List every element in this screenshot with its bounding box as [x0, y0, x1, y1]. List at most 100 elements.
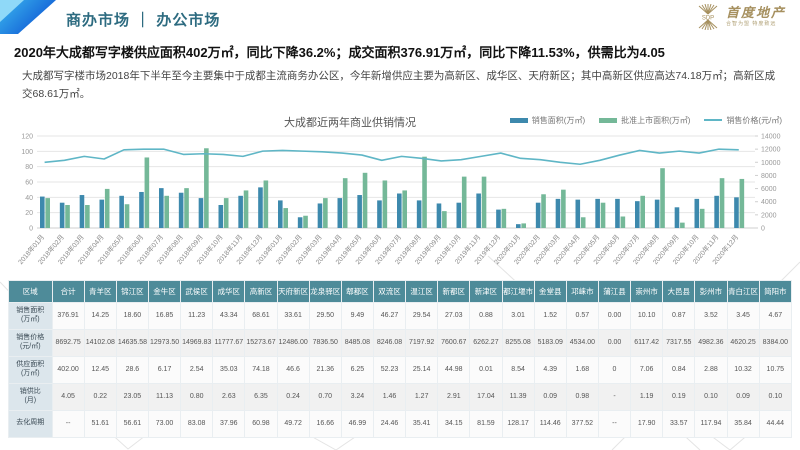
- table-cell: 7317.55: [662, 328, 696, 357]
- table-cell: 6117.42: [630, 328, 664, 357]
- table-cell: 10.10: [630, 301, 664, 330]
- district-data-table: 区域 合计 青羊区 锦江区 金牛区 武侯区 成华区 高新区 天府新区 龙泉驿区 郫都区 双流区 温江区新…: [8, 279, 793, 438]
- svg-text:0: 0: [29, 225, 33, 232]
- table-cell: 402.00: [51, 355, 85, 384]
- table-cell: 10.32: [726, 355, 760, 384]
- table-cell: 8255.08: [501, 328, 535, 357]
- table-cell: 4620.25: [726, 328, 760, 357]
- table-cell: 14102.08: [83, 328, 117, 357]
- table-cell: 46.99: [340, 409, 374, 438]
- table-cell: --: [597, 409, 632, 438]
- table-cell: 7836.50: [308, 328, 342, 357]
- table-cell: 49.72: [276, 409, 310, 438]
- table-cell: 2.88: [694, 355, 728, 384]
- table-cell: 16.85: [147, 301, 182, 330]
- svg-text:14000: 14000: [761, 133, 781, 140]
- table-cell: 0.84: [662, 355, 696, 384]
- table-column-header: 龙泉驿区: [308, 279, 342, 303]
- table-column-header: 新都区: [437, 279, 471, 303]
- table-cell: 117.94: [694, 409, 728, 438]
- table-cell: 0.01: [469, 355, 503, 384]
- table-cell: 0.00: [597, 328, 632, 357]
- table-cell: 9.49: [340, 301, 374, 330]
- legend-swatch: [704, 119, 723, 122]
- table-cell: 44.98: [437, 355, 471, 384]
- table-cell: 7.06: [630, 355, 664, 384]
- table-cell: 4.05: [51, 382, 85, 411]
- table-cell: 14969.83: [180, 328, 214, 357]
- logo-sunburst-icon: SDP: [698, 4, 718, 30]
- table-column-header: 金牛区: [147, 279, 182, 303]
- table-cell: 35.03: [212, 355, 246, 384]
- table-column-header: 双流区: [372, 279, 407, 303]
- table-cell: 4982.36: [694, 328, 728, 357]
- supply-sales-chart-block: 大成都近两年商业供销情况 销售面积(万㎡) 批准上市面积(万㎡) 销售价格(元/㎡)…: [0, 112, 800, 278]
- svg-text:20: 20: [25, 210, 33, 217]
- table-cell: 0.24: [276, 382, 310, 411]
- table-cell: 377.52: [565, 409, 599, 438]
- table-row-label: 去化周期: [8, 409, 53, 438]
- table-cell: 2.54: [180, 355, 214, 384]
- table-cell: 18.60: [115, 301, 149, 330]
- table-cell: 0.09: [726, 382, 760, 411]
- table-cell: 11.39: [501, 382, 535, 411]
- table-cell: 0.10: [694, 382, 728, 411]
- table-column-header: 简阳市: [758, 279, 793, 303]
- svg-text:120: 120: [21, 133, 33, 140]
- table-cell: 3.45: [726, 301, 760, 330]
- table-cell: 0.00: [597, 301, 632, 330]
- table-cell: 7600.67: [437, 328, 471, 357]
- legend-swatch: [599, 117, 618, 123]
- district-table-wrap: 区域 合计 青羊区 锦江区 金牛区 武侯区 成华区 高新区 天府新区 龙泉驿区 郫都区 双流区 温江区新…: [8, 279, 793, 438]
- table-cell: 29.50: [308, 301, 342, 330]
- table-cell: 6.35: [244, 382, 278, 411]
- svg-text:8000: 8000: [761, 173, 777, 180]
- table-column-header: 高新区: [244, 279, 278, 303]
- table-column-header: 崇州市: [630, 279, 664, 303]
- table-cell: 0.19: [662, 382, 696, 411]
- table-cell: 7197.92: [405, 328, 439, 357]
- table-cell: 0.70: [308, 382, 342, 411]
- table-column-header: 温江区: [405, 279, 439, 303]
- table-cell: 0.87: [662, 301, 696, 330]
- legend-swatch: [509, 117, 528, 123]
- legend-item: 批准上市面积(万㎡): [599, 115, 690, 126]
- svg-text:100: 100: [21, 149, 33, 156]
- table-column-header: 天府新区: [276, 279, 310, 303]
- table-cell: 1.19: [630, 382, 664, 411]
- table-cell: 11.23: [180, 301, 214, 330]
- chart-legend: 销售面积(万㎡) 批准上市面积(万㎡) 销售价格(元/㎡): [509, 115, 782, 126]
- table-cell: 17.90: [630, 409, 664, 438]
- legend-item: 销售面积(万㎡): [509, 115, 585, 126]
- table-cell: 46.27: [372, 301, 407, 330]
- table-cell: 25.14: [405, 355, 439, 384]
- svg-text:12000: 12000: [761, 146, 781, 153]
- table-cell: 56.61: [115, 409, 149, 438]
- table-cell: 46.6: [276, 355, 310, 384]
- table-column-header: 都江堰市: [501, 279, 535, 303]
- table-column-header: 青羊区: [83, 279, 117, 303]
- table-cell: 6.25: [340, 355, 374, 384]
- svg-text:2000: 2000: [761, 212, 777, 219]
- table-cell: 114.46: [533, 409, 567, 438]
- table-cell: -: [597, 382, 632, 411]
- logo-name: 首度地产: [725, 5, 786, 21]
- table-row: 供应面积 (万㎡) 402.00 12.45 28.6 6.17 2.54 35.03 74.1…: [8, 355, 793, 384]
- table-cell: 0: [597, 355, 632, 384]
- table-cell: 3.24: [340, 382, 374, 411]
- table-cell: 68.61: [244, 301, 278, 330]
- chart-title: 大成都近两年商业供销情况: [284, 116, 416, 129]
- table-cell: 0.57: [565, 301, 599, 330]
- table-cell: 1.68: [565, 355, 599, 384]
- table-row: 销供比 (月) 4.05 0.22 23.05 11.13 0.80 2.63 6.35 0.24…: [8, 382, 793, 411]
- table-cell: 60.98: [244, 409, 278, 438]
- table-cell: 24.46: [372, 409, 407, 438]
- table-cell: 15273.67: [244, 328, 278, 357]
- table-cell: 11.13: [147, 382, 182, 411]
- table-cell: 27.03: [437, 301, 471, 330]
- table-cell: 12486.00: [276, 328, 310, 357]
- table-row: 销售价格 (元/㎡) 8692.75 14102.08 14635.58 12973.50…: [8, 328, 793, 357]
- table-column-header: 邛崃市: [565, 279, 599, 303]
- table-cell: 21.36: [308, 355, 342, 384]
- table-cell: 35.84: [726, 409, 760, 438]
